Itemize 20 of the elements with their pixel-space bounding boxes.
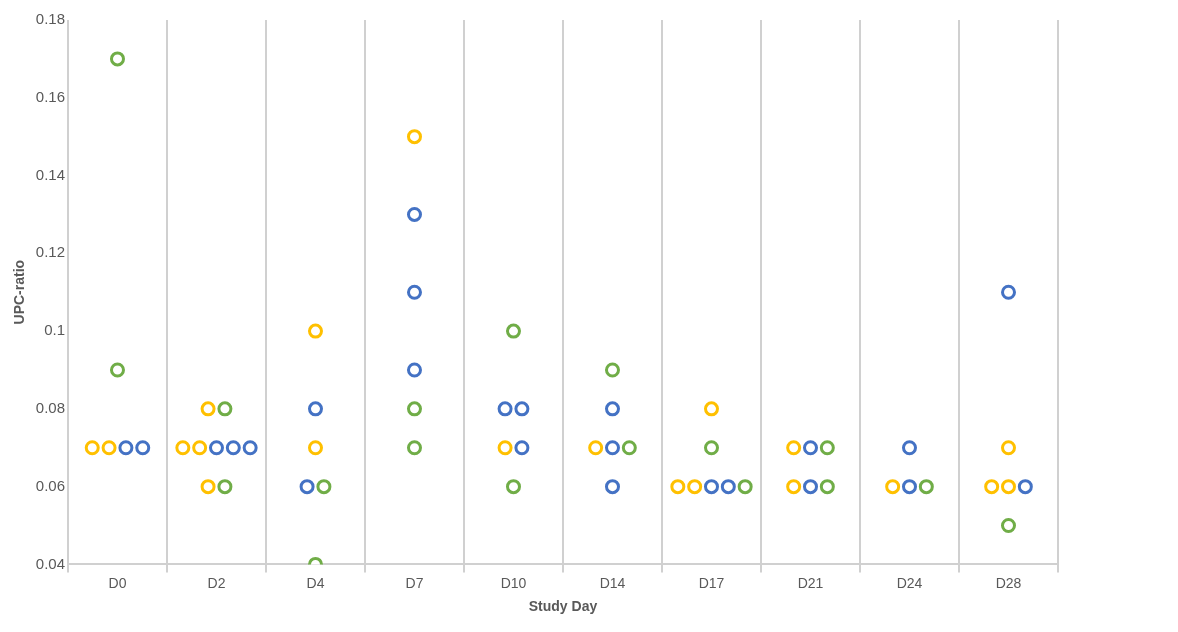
x-tick-label: D0 bbox=[108, 574, 127, 591]
x-tick-label: D28 bbox=[995, 574, 1022, 591]
x-tick-label: D24 bbox=[896, 574, 923, 591]
x-tick-label: D10 bbox=[500, 574, 527, 591]
y-tick-label: 0.14 bbox=[35, 165, 65, 183]
x-tick-label: D4 bbox=[306, 574, 325, 591]
y-tick-label: 0.06 bbox=[35, 476, 65, 494]
x-tick-label: D14 bbox=[599, 574, 626, 591]
y-axis-title: UPC-ratio bbox=[11, 259, 28, 325]
x-tick-label: D7 bbox=[405, 574, 424, 591]
x-axis-title: Study Day bbox=[528, 598, 598, 615]
x-tick-label: D21 bbox=[797, 574, 824, 591]
x-tick-label: D2 bbox=[207, 574, 226, 591]
y-tick-label: 0.16 bbox=[35, 87, 65, 105]
y-tick-label: 0.1 bbox=[44, 321, 65, 339]
y-tick-label: 0.08 bbox=[35, 399, 65, 416]
y-tick-label: 0.04 bbox=[35, 554, 65, 572]
y-tick-label: 0.12 bbox=[35, 243, 65, 261]
y-tick-label: 0.18 bbox=[35, 10, 65, 28]
x-tick-label: D17 bbox=[698, 574, 725, 591]
